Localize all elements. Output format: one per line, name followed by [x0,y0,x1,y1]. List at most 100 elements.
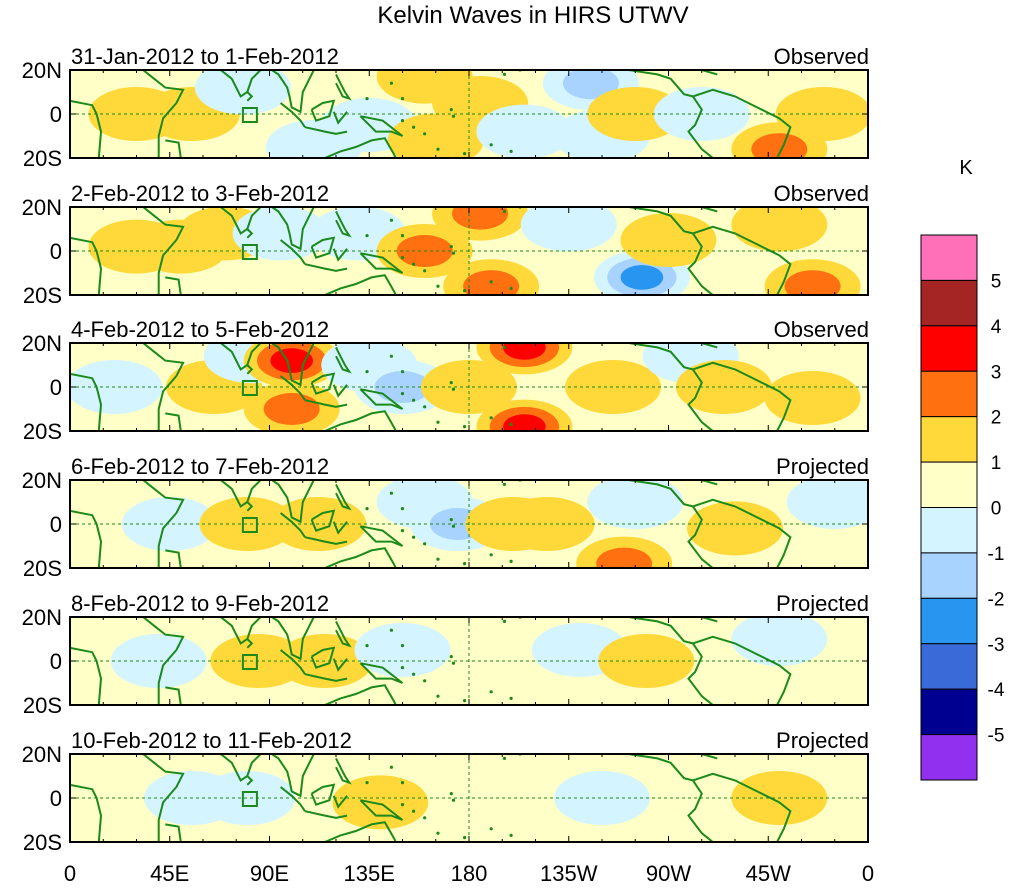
coastline [310,99,336,122]
island-marker [502,482,507,486]
island-marker [489,827,493,831]
panels-group: 20N 0 20S 31-Jan-2012 to 1-Feb-2012 Observed… [22,44,869,855]
island-marker [451,524,456,528]
anomaly-contour [452,207,509,230]
coastline [332,795,348,809]
island-marker [411,398,416,402]
island-marker [365,97,369,101]
coastline [332,111,348,125]
y-tick-label: 20S [23,693,62,718]
coastline [335,620,352,648]
island-marker [400,256,405,260]
anomaly-contour [503,343,546,360]
anomaly-contour [587,480,684,529]
anomaly-contour [476,104,573,158]
island-marker [451,798,456,802]
island-marker [502,756,507,761]
reference-box [241,791,258,807]
reference-box [241,380,258,396]
island-marker [449,655,453,659]
coastline [142,70,185,158]
island-marker [462,289,467,293]
coastline [335,483,352,511]
coastline [304,126,348,135]
anomaly-contour [596,547,653,568]
island-marker [365,644,369,648]
island-marker [365,370,369,374]
y-tick-label: 20S [23,830,62,855]
panel: 20N 0 20S 6-Feb-2012 to 7-Feb-2012 Projected [22,454,869,581]
coastline [165,549,182,568]
colorbar-label: -4 [988,680,1005,701]
coastline [687,642,714,705]
colorbar-label: 2 [991,408,1002,429]
island-marker [502,209,507,213]
anomaly-contour [463,270,520,295]
island-marker [449,108,453,112]
coastline [332,658,348,672]
coastline [359,662,404,684]
coastline [165,139,182,158]
anomaly-contour [687,501,783,556]
island-marker [451,387,456,391]
coastline [324,410,397,431]
coastline [304,536,348,545]
colorbar-swatch [920,416,978,463]
coastline [692,361,792,431]
island-marker [436,557,440,561]
island-marker [489,690,493,694]
reference-box [241,107,258,123]
x-tick-label: 45W [746,861,791,886]
coastline [198,207,315,251]
x-tick-label: 180 [451,861,488,886]
coastline [246,228,254,239]
coastlines [70,754,792,842]
island-marker [389,628,394,632]
coastline [324,547,397,568]
y-tick-label: 20S [23,419,62,444]
coastline [310,372,336,395]
colorbar-swatch [920,688,978,736]
anomaly-contour [784,270,841,295]
panel: 20N 0 20S 10-Feb-2012 to 11-Feb-2012 Project… [22,728,869,855]
anomaly-contour [731,207,828,252]
coastline [628,343,694,371]
colorbar-swatch [920,234,978,281]
coastline [142,617,185,705]
island-marker [451,114,456,118]
reference-box [241,244,258,260]
anomaly-contour [199,497,296,551]
anomaly-contour [332,775,429,830]
coastline [165,823,182,842]
island-marker [502,345,507,349]
island-marker [411,125,416,129]
coastline [628,70,694,98]
island-marker [436,284,440,288]
coastline [332,384,348,398]
island-marker [509,833,513,838]
coastlines [70,207,792,295]
coastline [692,88,792,158]
coastline [310,236,336,259]
coastline [142,207,185,295]
island-marker [400,392,405,396]
island-marker [389,354,394,358]
coastlines [70,617,792,705]
coastline [692,772,792,842]
x-tick-label: 135E [344,861,395,886]
y-tick-label: 20N [22,742,62,767]
coastline [628,480,694,508]
panel-period: 10-Feb-2012 to 11-Feb-2012 [71,728,352,753]
island-marker [509,286,513,290]
island-marker [400,803,405,807]
coastline [310,783,336,806]
anomaly-contour [751,133,808,158]
coastline [246,775,254,786]
y-tick-label: 0 [50,649,62,674]
x-tick-label: 90W [646,861,691,886]
colorbar-swatch [920,734,978,781]
y-tick-label: 20S [23,283,62,308]
coastline [324,274,397,295]
